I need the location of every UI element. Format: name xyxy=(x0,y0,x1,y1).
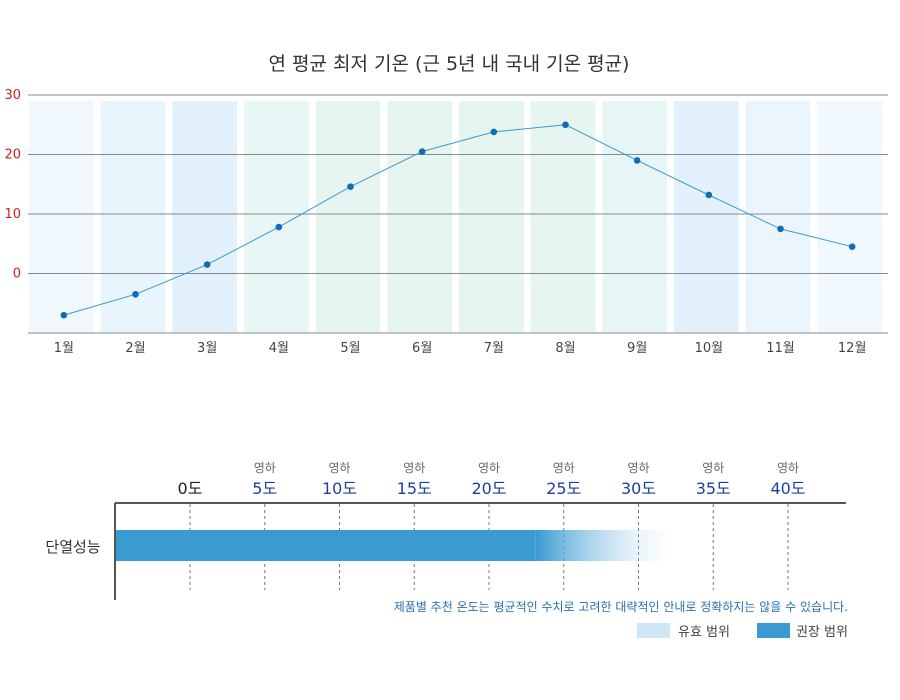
data-point xyxy=(347,183,354,190)
gridlines xyxy=(28,94,888,334)
month-band xyxy=(459,101,524,333)
x-tick-label: 1월 xyxy=(54,341,74,356)
month-band xyxy=(387,101,452,333)
month-band xyxy=(244,101,309,333)
data-point xyxy=(60,311,68,319)
month-band xyxy=(315,101,381,333)
scale-label-bottom: 25도 xyxy=(546,479,581,498)
y-tick-label: 0 xyxy=(13,267,21,282)
x-tick-label: 12월 xyxy=(838,341,867,356)
note-text: 제품별 추천 온도는 평균적인 수치로 고려한 대략적인 안내로 정확하지는 않… xyxy=(394,599,848,614)
data-point xyxy=(418,148,426,155)
scale-label-top: 영하 xyxy=(254,461,276,475)
data-point xyxy=(490,128,498,136)
series-line-path xyxy=(63,124,853,316)
y-tick-label: 10 xyxy=(4,207,21,222)
data-point xyxy=(705,191,713,199)
data-point xyxy=(203,261,211,268)
x-tick-label: 3월 xyxy=(197,341,217,356)
month-band xyxy=(817,101,882,333)
x-tick-label: 9월 xyxy=(627,341,647,356)
month-band xyxy=(602,101,667,333)
scale-label-top: 영하 xyxy=(478,461,500,475)
scale-label-top: 영하 xyxy=(403,461,425,475)
month-bands xyxy=(29,101,882,333)
month-band xyxy=(100,101,166,333)
scale-label-top: 영하 xyxy=(777,461,799,475)
temperature-line-chart: 연 평균 최저 기온 (근 5년 내 국내 기온 평균) 30 20 10 0 1월 2… xyxy=(4,53,888,356)
data-point xyxy=(777,225,784,233)
data-point xyxy=(562,121,569,129)
scale-labels: 0도 영하 5도 영하 10도 영하 15도 영하 20도 영하 25도 영하 30도 영하 35도 영하 40… xyxy=(178,461,806,498)
legend-label-recommended: 권장 범위 xyxy=(796,625,848,640)
x-tick-label: 11월 xyxy=(766,341,795,356)
effective-range-bar xyxy=(535,530,674,561)
x-tick-label: 2월 xyxy=(125,341,145,356)
x-tick-label: 8월 xyxy=(555,341,575,356)
legend-swatch-effective xyxy=(637,623,670,638)
scale-label-bottom: 5도 xyxy=(252,479,277,498)
data-point xyxy=(275,223,283,231)
x-tick-label: 10월 xyxy=(695,341,724,356)
scale-label-bottom: 40도 xyxy=(770,479,805,498)
legend-swatch-recommended xyxy=(757,623,790,638)
x-tick-label: 4월 xyxy=(269,341,289,356)
row-label: 단열성능 xyxy=(45,538,100,556)
scale-label-bottom: 20도 xyxy=(471,479,506,498)
data-point xyxy=(633,157,641,164)
scale-label-top: 영하 xyxy=(627,461,649,475)
y-tick-label: 20 xyxy=(4,148,21,163)
scale-label-bottom: 10도 xyxy=(322,479,357,498)
scale-label-bottom: 30도 xyxy=(621,479,656,498)
legend-label-effective: 유효 범위 xyxy=(678,625,730,640)
x-axis-ticks: 1월 2월 3월 4월 5월 6월 7월 8월 9월 10월 11월 12월 xyxy=(54,341,867,356)
x-tick-label: 5월 xyxy=(340,341,360,356)
scale-label-bottom: 0도 xyxy=(178,479,203,498)
scale-label-bottom: 15도 xyxy=(397,479,432,498)
data-point xyxy=(848,243,856,251)
scale-label-top: 영하 xyxy=(553,461,575,475)
y-axis-ticks: 30 20 10 0 xyxy=(4,88,21,282)
scale-label-top: 영하 xyxy=(702,461,724,475)
series-line xyxy=(63,124,853,316)
x-tick-label: 6월 xyxy=(412,341,432,356)
month-band xyxy=(530,101,596,333)
y-tick-label: 30 xyxy=(4,88,21,103)
data-point xyxy=(132,291,139,298)
scale-label-bottom: 35도 xyxy=(696,479,731,498)
insulation-performance-chart: 0도 영하 5도 영하 10도 영하 15도 영하 20도 영하 25도 영하 30도 영하 35도 영하 40… xyxy=(45,461,848,640)
recommended-range-bar xyxy=(116,530,536,561)
chart-title: 연 평균 최저 기온 (근 5년 내 국내 기온 평균) xyxy=(269,53,630,75)
month-band xyxy=(674,101,739,333)
month-band xyxy=(29,101,94,333)
month-band xyxy=(172,101,237,333)
data-points xyxy=(60,121,856,319)
scale-label-top: 영하 xyxy=(328,461,350,475)
x-tick-label: 7월 xyxy=(484,341,504,356)
